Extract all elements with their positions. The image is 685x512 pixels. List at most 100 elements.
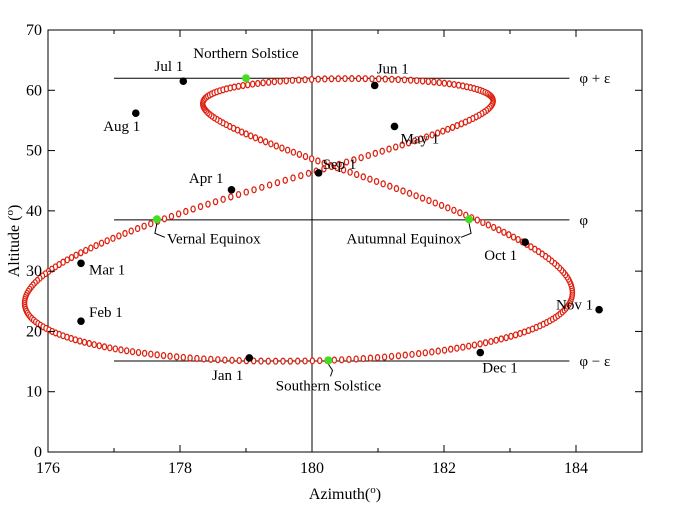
month-point <box>131 109 140 117</box>
y-tick-label: 70 <box>26 22 42 39</box>
curve-point <box>148 350 154 358</box>
curve-point <box>381 353 388 361</box>
curve-point <box>262 138 269 146</box>
curve-point <box>258 357 264 365</box>
curve-point <box>349 75 355 83</box>
curve-point <box>480 218 486 227</box>
curve-point <box>429 131 435 139</box>
curve-point <box>167 352 173 360</box>
curve-point <box>272 357 279 365</box>
curve-point <box>405 139 412 147</box>
curve-point <box>212 198 219 206</box>
curve-point <box>290 148 297 156</box>
curve-point <box>180 353 187 361</box>
curve-point <box>482 339 489 347</box>
curve-point <box>490 223 497 231</box>
curve-point <box>78 249 84 257</box>
curve-point <box>316 357 323 365</box>
month-label: Dec 1 <box>482 361 517 377</box>
curve-point <box>98 239 105 247</box>
curve-point <box>129 348 136 356</box>
curve-point <box>413 192 419 200</box>
month-point <box>77 259 85 268</box>
curve-point <box>112 345 119 353</box>
curve-point <box>386 145 392 153</box>
curve-point <box>441 346 448 354</box>
curve-point <box>342 75 348 83</box>
curve-point <box>252 134 259 142</box>
curve-point <box>465 342 472 350</box>
solstice-equinox-label: Northern Solstice <box>193 46 299 62</box>
y-tick-label: 20 <box>26 323 42 340</box>
curve-point <box>375 75 382 83</box>
curve-point <box>471 341 478 349</box>
curve-point <box>235 82 242 90</box>
curve-point <box>243 188 250 196</box>
month-point <box>227 185 236 194</box>
curve-point <box>289 76 296 84</box>
curve-point <box>358 154 364 162</box>
curve-point <box>441 79 448 87</box>
curve-point <box>460 343 466 351</box>
curve-point <box>367 354 374 362</box>
curve-point <box>205 200 211 208</box>
curve-point <box>315 157 321 165</box>
month-point <box>390 122 399 131</box>
curve-point <box>273 142 280 150</box>
curve-point <box>77 337 83 345</box>
curve-point <box>517 329 523 338</box>
curve-point <box>423 133 430 141</box>
curve-point <box>251 186 257 194</box>
curve-point <box>335 75 342 83</box>
y-tick-label: 60 <box>26 82 42 99</box>
curve-point <box>365 151 372 160</box>
month-label: Jun 1 <box>377 61 409 77</box>
curve-point <box>86 339 93 348</box>
month-label: Jan 1 <box>212 368 243 384</box>
solstice-equinox-point <box>242 74 250 83</box>
curve-point <box>506 231 512 239</box>
solstice-equinox-point <box>324 356 333 365</box>
curve-point <box>265 357 272 365</box>
curve-point <box>510 233 517 241</box>
reference-label: φ <box>579 213 588 229</box>
curve-point <box>389 75 395 83</box>
curve-point <box>515 236 521 244</box>
curve-point <box>284 146 291 154</box>
curve-point <box>380 180 386 188</box>
curve-point <box>265 78 272 86</box>
month-label: Feb 1 <box>89 305 123 321</box>
curve-point <box>369 75 375 83</box>
curve-point <box>101 343 108 351</box>
curve-point <box>402 351 409 359</box>
curve-point <box>382 75 389 83</box>
curve-point <box>257 136 264 144</box>
curve-point <box>373 177 380 186</box>
x-axis-title: Azimuth(o) <box>309 484 381 503</box>
x-tick-label: 176 <box>36 460 60 477</box>
leader-hook <box>460 223 472 238</box>
curve-point <box>434 129 441 137</box>
data-points <box>77 74 603 365</box>
curve-point <box>409 350 415 358</box>
curve-point <box>247 132 254 140</box>
solstice-equinox-label: Southern Solstice <box>276 378 382 394</box>
curve-point <box>447 345 454 353</box>
curve-point <box>82 246 89 254</box>
curve-point <box>355 75 362 83</box>
curve-point <box>302 357 308 365</box>
curve-point <box>445 125 451 133</box>
curve-point <box>322 75 328 83</box>
curve-point <box>309 357 316 365</box>
month-point <box>245 354 254 362</box>
axes-ticks: 176 178 180 182 184 0 10 20 30 40 50 60 70 <box>26 22 643 477</box>
curve-point <box>417 135 424 143</box>
curve-point <box>508 332 514 340</box>
curve-point <box>446 80 453 88</box>
month-label: Oct 1 <box>484 248 517 264</box>
curve-point <box>353 170 360 179</box>
curve-point <box>274 179 281 187</box>
curve-point <box>81 338 88 346</box>
curve-point <box>400 187 406 195</box>
